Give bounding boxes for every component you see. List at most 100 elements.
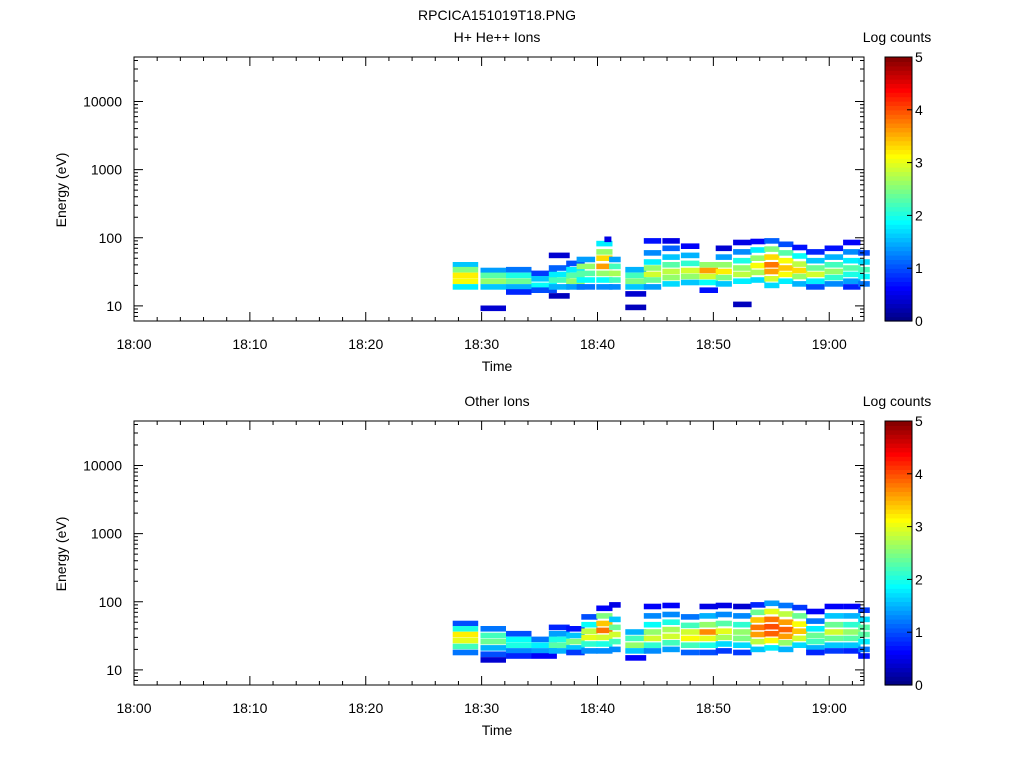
heatmap-cell [764,254,780,260]
colorbar-segment [885,167,912,172]
heatmap-cell [452,278,479,284]
heatmap-cell [806,632,825,639]
heatmap-cell [625,648,647,654]
heatmap-cell [750,269,766,276]
colorbar-segment [885,131,912,137]
heatmap-cell [680,642,700,648]
colorbar-frame [884,420,913,686]
heatmap-cell [778,611,794,617]
heatmap-cell [596,270,613,277]
heatmap-cell [764,616,780,623]
heatmap-cell [680,622,700,629]
colorbar-segment [885,627,912,633]
heatmap-cell [778,241,794,248]
x-tick-label: 18:20 [348,700,383,716]
heatmap-cell [506,272,532,279]
heatmap-cell [531,276,557,282]
heatmap-cell [566,638,585,645]
heatmap-cell [452,266,479,273]
heatmap-cell [824,274,844,281]
heatmap-cell [715,634,732,641]
colorbar-segment [885,79,912,84]
heatmap-cell [506,636,532,643]
heatmap-cell [452,284,479,290]
heatmap-cell [609,616,621,623]
heatmap-cell [843,635,861,642]
heatmap-cell [506,266,532,273]
heatmap-cell [531,642,557,648]
heatmap-cell [750,277,766,283]
colorbar-segment [885,123,912,128]
colorbar: 0 1 2 3 4 5 [884,413,923,693]
heatmap-cell [548,271,570,278]
colorbar-segment [885,473,912,479]
x-tick-label: 18:50 [696,336,731,352]
panel-title: H+ He++ Ions [454,29,541,45]
colorbar-segment [885,557,912,563]
colorbar-segment [885,87,912,93]
colorbar-segment [885,478,912,484]
heatmap-cell [699,649,718,656]
heatmap-cell [843,249,861,255]
heatmap-cell [792,628,808,634]
colorbar-segment [885,101,912,106]
heatmap-cell [778,626,794,633]
heatmap-cell [662,274,680,281]
heatmap-cell [843,603,861,610]
heatmap-cell [680,267,700,274]
colorbar-segment [885,495,912,501]
heatmap-cell [680,243,700,249]
heatmap-cell [609,646,621,653]
heatmap-cell [699,621,718,628]
colorbar-segment [885,443,912,448]
colorbar-segment [885,447,912,453]
heatmap-cell [581,628,598,634]
y-tick-label: 10000 [83,94,122,110]
heatmap-cell [609,624,621,631]
heatmap-cell [699,267,718,274]
heatmap-cell [733,629,752,635]
colorbar-segment [885,434,912,440]
x-axis-label: Time [482,358,513,374]
heatmap-cell [452,637,479,644]
colorbar-segment [885,105,912,111]
heatmap-cell [778,602,794,609]
colorbar-segment [885,663,912,668]
heatmap-cell [625,635,647,642]
colorbar-segment [885,277,912,282]
heatmap-cell [596,648,613,654]
heatmap-cell [596,249,613,255]
heatmap-cell [824,262,844,268]
heatmap-cell [824,629,844,635]
heatmap-cell [764,623,780,630]
heatmap-cell [576,256,596,263]
colorbar-segment [885,658,912,664]
colorbar-segment [885,259,912,265]
heatmap-cell [548,648,570,654]
colorbar-tick-label: 5 [915,49,923,65]
heatmap-cell [733,257,752,264]
heatmap-cell [778,257,794,264]
heatmap-cell [576,270,596,277]
heatmap-cell [824,635,844,642]
colorbar-segment [885,487,912,492]
colorbar-segment [885,645,912,651]
colorbar-tick-label: 5 [915,413,923,429]
colorbar-segment [885,544,912,550]
heatmap-plot: 18:00 18:10 18:20 18:30 18:40 18:50 19:00 10 100… [83,420,870,716]
colorbar-segment [885,676,912,682]
heatmap-cell [662,640,680,646]
colorbar-segment [885,197,912,203]
heatmap-cell [715,628,732,634]
heatmap-cell [824,268,844,275]
colorbar-segment [885,65,912,71]
heatmap-cell [596,255,613,261]
heatmap-cell [609,638,621,645]
colorbar-segment [885,57,912,62]
heatmap-cell [778,271,794,278]
heatmap-cell [715,268,732,275]
colorbar-segment [885,566,912,572]
heatmap-cell [733,642,752,648]
colorbar-segment [885,272,912,278]
